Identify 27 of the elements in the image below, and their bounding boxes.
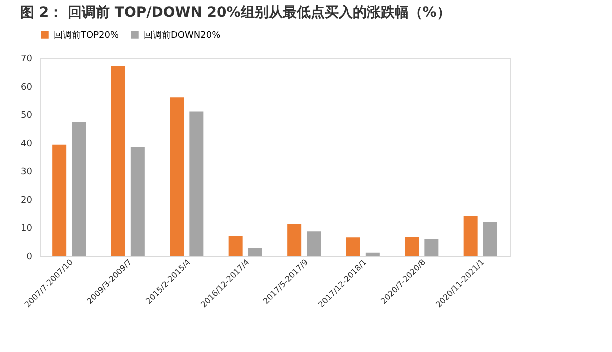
- bar: [464, 216, 478, 256]
- bar: [228, 236, 243, 256]
- bar: [111, 66, 126, 256]
- bar: [248, 248, 262, 256]
- bar: [346, 238, 360, 256]
- bar: [72, 122, 86, 256]
- legend-label: 回调前TOP20%: [54, 30, 120, 41]
- bar: [52, 144, 67, 256]
- bar: [130, 147, 145, 256]
- legend-label: 回调前DOWN20%: [144, 30, 222, 41]
- y-tick-label: 40: [21, 139, 33, 150]
- y-tick-label: 30: [21, 168, 33, 178]
- bar: [366, 252, 380, 256]
- bar: [307, 232, 322, 256]
- y-tick-label: 50: [21, 111, 33, 122]
- y-tick-label: 70: [21, 54, 33, 64]
- chart-title: 图 2： 回调前 TOP/DOWN 20%组别从最低点买入的涨跌幅（%）: [20, 5, 451, 21]
- y-tick-label: 20: [21, 196, 33, 206]
- bar: [170, 98, 184, 256]
- y-tick-label: 10: [21, 224, 33, 234]
- y-tick-label: 0: [26, 252, 33, 262]
- bar: [424, 239, 439, 256]
- bar: [288, 224, 302, 256]
- bar: [190, 112, 204, 256]
- bar: [483, 222, 498, 256]
- y-tick-label: 60: [21, 82, 33, 93]
- bar: [405, 237, 420, 256]
